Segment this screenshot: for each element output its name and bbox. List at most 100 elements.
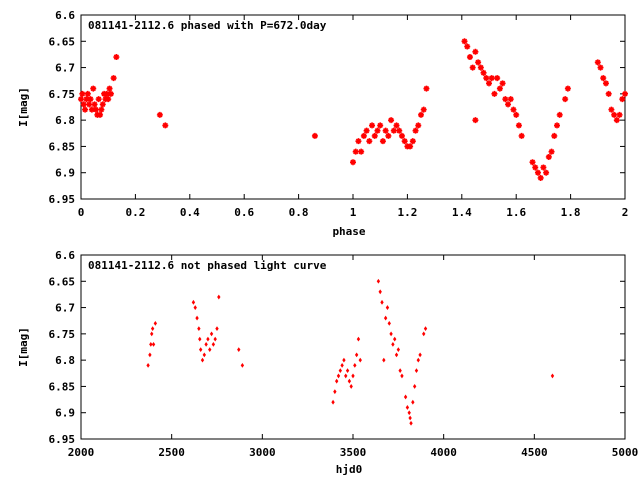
data-point — [513, 111, 520, 118]
data-point — [354, 352, 359, 358]
x-tick-label: 4000 — [430, 446, 457, 459]
data-point — [92, 106, 99, 113]
y-tick-label: 6.65 — [49, 275, 76, 288]
data-point — [349, 384, 353, 389]
data-point — [556, 111, 563, 118]
data-point — [480, 69, 487, 76]
data-point — [336, 373, 341, 379]
data-point — [355, 138, 362, 145]
data-point — [217, 294, 221, 300]
data-point — [379, 138, 386, 145]
x-tick-label: 4500 — [521, 446, 548, 459]
data-point — [389, 331, 393, 337]
data-point — [394, 352, 399, 358]
data-point — [83, 96, 90, 103]
data-point — [208, 347, 212, 353]
data-point — [477, 64, 484, 71]
data-point — [409, 420, 413, 426]
data-point — [340, 363, 344, 368]
data-point — [148, 352, 152, 358]
x-tick-label: 1.6 — [506, 206, 526, 219]
data-point — [237, 347, 241, 353]
plot-frame — [80, 254, 626, 440]
data-point — [532, 164, 539, 171]
data-point — [350, 159, 356, 166]
data-point — [382, 357, 386, 363]
data-point — [195, 315, 199, 321]
x-axis-label: hjd0 — [336, 463, 363, 476]
data-point — [371, 132, 378, 139]
data-point — [510, 106, 517, 113]
data-point — [151, 341, 156, 347]
data-point — [518, 132, 525, 139]
data-point — [387, 320, 391, 326]
data-point — [209, 331, 214, 337]
x-tick-label: 1.2 — [397, 206, 417, 219]
data-point — [507, 96, 514, 103]
phased-light-curve-plot: 081141-2112.6 phased with P=672.0day pha… — [17, 9, 628, 238]
data-point — [90, 85, 97, 92]
data-point — [418, 111, 424, 118]
data-point — [420, 106, 427, 113]
data-point — [391, 341, 395, 347]
data-point — [418, 352, 422, 358]
x-tick-label: 1.8 — [561, 206, 581, 219]
data-point — [622, 90, 628, 97]
data-point — [356, 336, 361, 342]
data-point — [534, 169, 541, 176]
unphased-light-curve-plot: 081141-2112.6 not phased light curve hjd… — [17, 249, 638, 476]
data-point — [383, 315, 388, 321]
plot-title: 081141-2112.6 phased with P=672.0day — [88, 19, 327, 32]
data-point — [211, 341, 216, 347]
data-point — [499, 80, 506, 87]
data-point — [398, 132, 405, 139]
y-tick-label: 6.95 — [49, 193, 76, 206]
x-tick-label: 5000 — [612, 446, 639, 459]
y-tick-label: 6.75 — [49, 328, 76, 341]
data-point — [333, 389, 337, 395]
y-tick-label: 6.9 — [55, 407, 75, 420]
data-point — [496, 85, 503, 92]
data-point — [505, 101, 512, 108]
data-point — [347, 378, 352, 384]
data-point — [486, 80, 492, 87]
data-point — [393, 336, 397, 342]
data-point — [551, 132, 558, 139]
x-tick-label: 2500 — [158, 446, 185, 459]
data-point — [382, 127, 389, 134]
data-point — [472, 48, 479, 55]
data-point — [213, 336, 217, 342]
data-point — [191, 299, 196, 305]
data-point — [409, 138, 416, 145]
data-point — [197, 326, 201, 331]
x-axis-ticks: 0 0.2 0.4 0.6 0.8 1 1.2 1.4 1.6 1.8 2 — [78, 15, 628, 219]
x-tick-label: 2000 — [68, 446, 95, 459]
data-point — [204, 341, 208, 347]
data-point — [97, 111, 104, 118]
data-point — [78, 96, 84, 103]
data-point — [502, 96, 509, 103]
data-point — [416, 357, 420, 363]
data-point — [414, 368, 419, 374]
data-point — [149, 341, 153, 347]
data-point — [613, 117, 620, 124]
data-point — [396, 347, 401, 353]
data-point — [82, 106, 89, 113]
data-point — [99, 101, 106, 108]
data-point — [605, 90, 612, 97]
data-point — [488, 75, 495, 82]
data-point — [515, 122, 522, 129]
data-point — [540, 164, 547, 171]
data-point — [543, 169, 550, 176]
data-point — [331, 399, 335, 405]
data-point — [564, 85, 571, 92]
data-point — [548, 148, 555, 155]
data-point — [98, 106, 105, 113]
data-point — [407, 410, 411, 416]
data-point — [412, 384, 417, 389]
y-tick-label: 6.9 — [55, 167, 75, 180]
data-point — [398, 368, 402, 374]
data-point — [388, 117, 395, 124]
data-point — [198, 336, 202, 342]
